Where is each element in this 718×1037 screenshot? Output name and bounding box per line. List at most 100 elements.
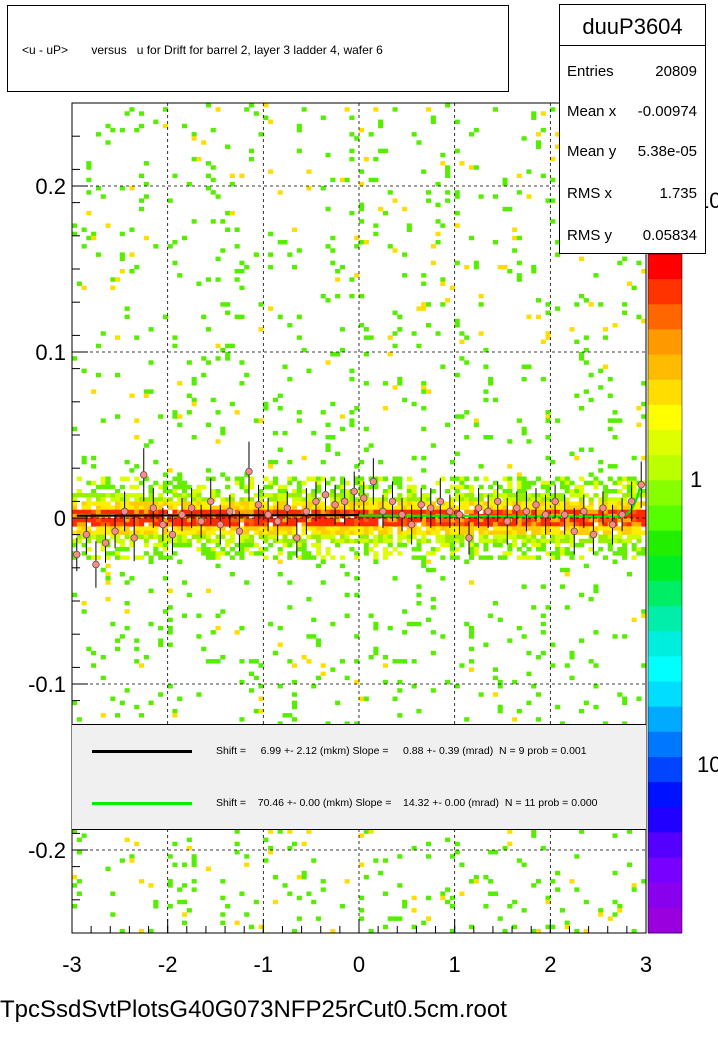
heat-cell (205, 173, 211, 179)
heat-cell (110, 534, 116, 540)
heat-cell (459, 414, 465, 419)
heat-cell (502, 530, 508, 535)
heat-cell (449, 534, 455, 540)
heat-cell (368, 177, 374, 183)
heat-cell (339, 327, 345, 332)
heat-cell (339, 563, 345, 569)
heat-cell (306, 368, 312, 374)
heat-cell (421, 468, 427, 473)
heat-cell (143, 538, 149, 544)
heat-cell (516, 277, 522, 282)
heat-cell (153, 244, 159, 249)
heat-cell (191, 534, 197, 540)
heat-cell (91, 464, 97, 469)
heat-cell (387, 484, 393, 490)
heat-cell (607, 464, 613, 469)
heat-cell (244, 538, 250, 544)
heat-cell (359, 908, 365, 913)
heat-cell (105, 563, 111, 569)
heat-cell (631, 285, 637, 291)
heat-cell (545, 335, 551, 340)
heat-cell (593, 588, 599, 594)
heat-cell (244, 484, 250, 490)
heat-cell (167, 879, 173, 884)
heat-cell (397, 659, 403, 664)
heat-cell (636, 505, 642, 511)
heat-cell (292, 526, 298, 531)
heat-cell (373, 551, 379, 556)
heat-cell (210, 476, 216, 481)
heat-cell (225, 484, 231, 490)
heat-cell (282, 489, 288, 494)
heat-cell (435, 219, 441, 224)
heat-cell (124, 555, 130, 560)
heat-cell (344, 526, 350, 531)
heat-cell (205, 518, 211, 523)
heat-cell (512, 522, 518, 527)
heat-cell (430, 489, 436, 494)
heat-cell (636, 696, 642, 701)
heat-cell (349, 497, 355, 502)
heat-cell (516, 493, 522, 498)
heat-cell (492, 194, 498, 199)
heat-cell (311, 899, 317, 905)
heat-cell (158, 538, 164, 544)
heat-cell (143, 501, 149, 506)
heat-cell (225, 476, 231, 481)
data-point (312, 497, 320, 506)
heat-cell (210, 526, 216, 531)
heat-cell (124, 580, 130, 585)
heat-cell (445, 887, 451, 892)
heat-cell (559, 522, 565, 527)
heat-cell (196, 497, 202, 502)
heat-cell (292, 264, 298, 270)
heat-cell (430, 551, 436, 556)
heat-cell (373, 526, 379, 531)
heat-cell (473, 874, 479, 880)
heat-cell (129, 107, 135, 112)
heat-cell (382, 534, 388, 540)
heat-cell (349, 501, 355, 506)
heat-cell (459, 518, 465, 523)
heat-cell (411, 505, 417, 511)
heat-cell (430, 443, 436, 448)
heat-cell (512, 924, 518, 930)
heat-cell (292, 493, 298, 498)
heat-cell (569, 522, 575, 527)
heat-cell (134, 476, 140, 481)
heat-cell (339, 347, 345, 353)
heat-cell (311, 542, 317, 548)
heat-cell (502, 489, 508, 494)
heat-cell (81, 522, 87, 527)
palette-label: 10 (697, 752, 718, 777)
heat-cell (564, 484, 570, 490)
heat-cell (100, 509, 106, 515)
heat-cell (167, 617, 173, 623)
heat-cell (607, 426, 613, 432)
heat-cell (430, 501, 436, 506)
heat-cell (100, 505, 106, 511)
heat-cell (124, 601, 130, 606)
heat-cell (311, 684, 317, 689)
heat-cell (177, 696, 183, 701)
heat-cell (402, 497, 408, 502)
heat-cell (574, 505, 580, 511)
heat-cell (349, 509, 355, 515)
heat-cell (579, 293, 585, 299)
heat-cell (497, 484, 503, 490)
heat-cell (540, 505, 546, 511)
heat-cell (631, 484, 637, 490)
heat-cell (540, 526, 546, 531)
heat-cell (397, 501, 403, 506)
heat-cell (397, 551, 403, 556)
heat-cell (516, 489, 522, 494)
heat-cell (435, 526, 441, 531)
heat-cell (617, 908, 623, 913)
heat-cell (215, 563, 221, 569)
heat-cell (119, 555, 125, 560)
heat-cell (91, 455, 97, 461)
heat-cell (449, 547, 455, 552)
heat-cell (636, 406, 642, 411)
heat-cell (268, 497, 274, 502)
heat-cell (464, 505, 470, 511)
